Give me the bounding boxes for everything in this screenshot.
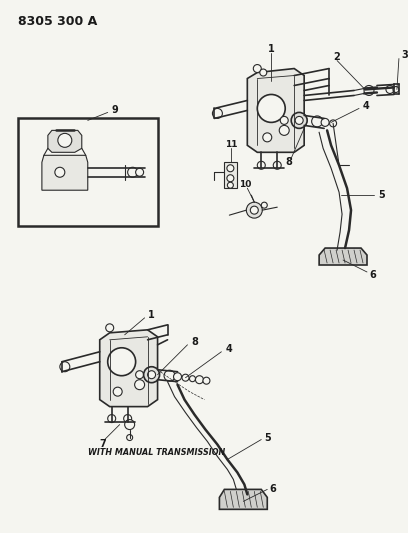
Circle shape [135, 168, 144, 176]
Circle shape [246, 202, 262, 218]
Circle shape [195, 376, 204, 384]
Circle shape [106, 324, 114, 332]
Circle shape [330, 120, 337, 127]
Circle shape [261, 202, 267, 208]
Text: 8305 300 A: 8305 300 A [18, 15, 97, 28]
Polygon shape [48, 131, 82, 152]
Polygon shape [220, 489, 267, 510]
Circle shape [128, 167, 137, 177]
Circle shape [135, 379, 144, 390]
Circle shape [55, 167, 65, 177]
Text: 8: 8 [286, 157, 293, 167]
Circle shape [227, 182, 233, 188]
Circle shape [173, 373, 182, 381]
Circle shape [60, 362, 70, 372]
Polygon shape [247, 69, 304, 152]
Text: 1: 1 [268, 44, 275, 54]
Circle shape [257, 94, 285, 123]
Circle shape [227, 165, 234, 172]
Text: 11: 11 [225, 140, 237, 149]
Circle shape [260, 69, 267, 76]
Text: 10: 10 [239, 180, 251, 189]
Text: 3: 3 [401, 50, 408, 60]
Text: 8: 8 [191, 337, 198, 347]
Text: 4: 4 [363, 101, 370, 111]
Circle shape [364, 85, 374, 95]
Text: 6: 6 [369, 270, 376, 280]
Text: WITH MANUAL TRANSMISSION: WITH MANUAL TRANSMISSION [88, 448, 225, 457]
Circle shape [280, 116, 288, 124]
Circle shape [58, 133, 72, 147]
Bar [18, 118, 157, 226]
Text: 5: 5 [264, 433, 271, 442]
Circle shape [144, 367, 160, 383]
Polygon shape [319, 248, 367, 265]
Circle shape [251, 206, 258, 214]
Circle shape [135, 371, 144, 378]
Circle shape [203, 377, 210, 384]
Circle shape [312, 116, 323, 127]
Circle shape [321, 118, 329, 126]
Text: 7: 7 [99, 439, 106, 448]
Circle shape [164, 370, 175, 381]
Polygon shape [42, 155, 88, 190]
Text: 5: 5 [378, 190, 385, 200]
Circle shape [126, 434, 133, 441]
Circle shape [148, 371, 155, 378]
Circle shape [108, 348, 135, 376]
Polygon shape [224, 162, 237, 188]
Circle shape [124, 415, 132, 423]
Text: 4: 4 [225, 344, 232, 354]
Circle shape [189, 376, 195, 382]
Circle shape [227, 175, 234, 182]
Text: 2: 2 [334, 52, 340, 62]
Text: 6: 6 [269, 484, 276, 495]
Circle shape [291, 112, 307, 128]
Text: 1: 1 [148, 310, 154, 320]
Circle shape [113, 387, 122, 396]
Circle shape [125, 419, 135, 430]
Circle shape [263, 133, 272, 142]
Circle shape [253, 64, 261, 72]
Polygon shape [100, 330, 157, 407]
Circle shape [279, 125, 289, 135]
Circle shape [257, 161, 265, 169]
Circle shape [108, 415, 116, 423]
Circle shape [213, 108, 222, 118]
Circle shape [182, 374, 189, 381]
Text: 9: 9 [112, 106, 118, 116]
Circle shape [386, 85, 394, 93]
Circle shape [273, 161, 281, 169]
Circle shape [393, 86, 399, 92]
Circle shape [295, 116, 303, 124]
